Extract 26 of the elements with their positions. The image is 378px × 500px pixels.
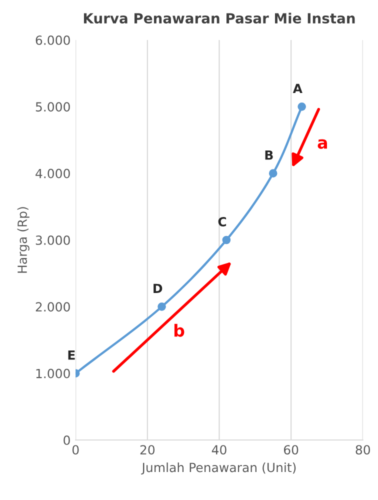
y-tick-label: 1.000 [36, 368, 70, 378]
x-tick-label: 40 [212, 445, 226, 455]
y-tick-label: 3.000 [36, 235, 70, 245]
point [298, 102, 306, 111]
y-tick-label: 2.000 [36, 302, 70, 312]
annotation: C [218, 217, 226, 226]
x-tick-label: 0 [72, 445, 79, 455]
point [222, 236, 231, 244]
x-axis-title: Jumlah Penawaran (Unit) [141, 462, 296, 475]
annotation: E [68, 350, 75, 360]
x-tick-label: 80 [356, 445, 370, 455]
chart-title: Kurva Penawaran Pasar Mie Instan [84, 12, 355, 24]
annotation: D [154, 284, 162, 293]
annotation: b [174, 324, 184, 337]
annotation: A [292, 84, 302, 93]
point [268, 169, 278, 178]
annotation: a [318, 139, 327, 149]
x-tick-label: 20 [140, 445, 155, 455]
x-tick-label: 60 [284, 445, 298, 455]
y-tick-label: 5.000 [36, 102, 70, 112]
annotation: B [265, 150, 273, 160]
y-tick-label: 0 [64, 435, 70, 445]
y-axis-title: Harga (Rp) [17, 207, 30, 273]
point [158, 302, 166, 311]
y-tick-label: 6.000 [36, 35, 70, 45]
y-tick-label: 4.000 [36, 168, 70, 178]
